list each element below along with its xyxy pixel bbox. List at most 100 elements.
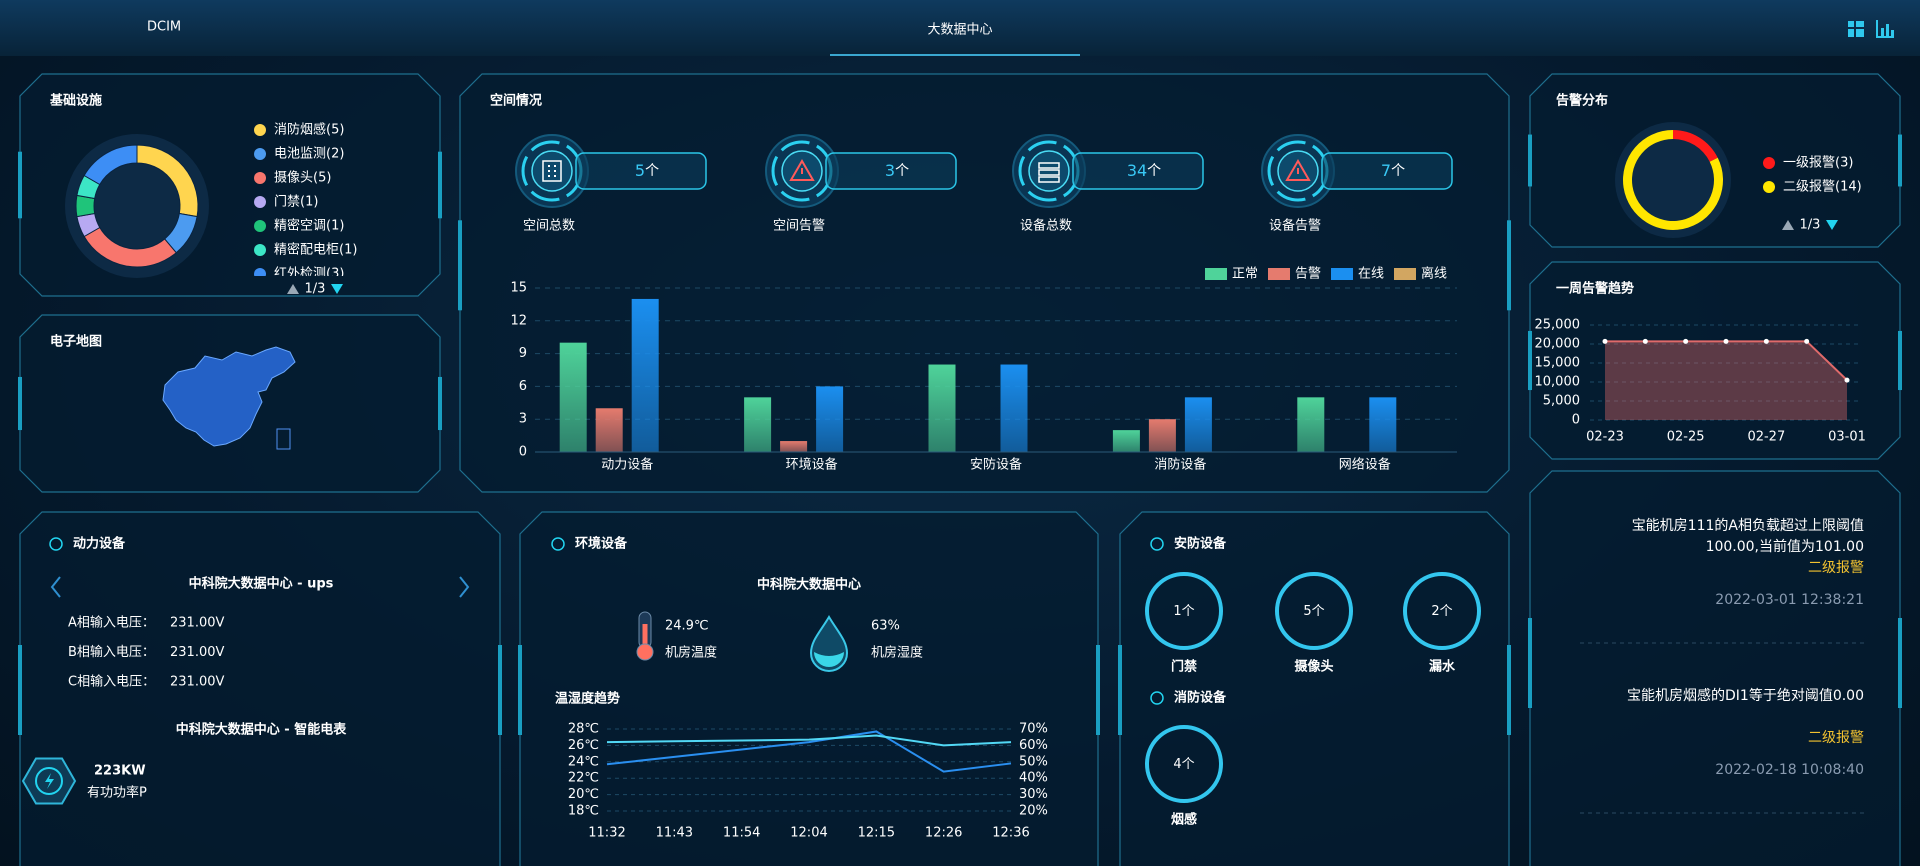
- reading-value: 231.00V: [170, 645, 224, 660]
- data-point: [1683, 338, 1689, 344]
- page-title: 大数据中心: [927, 23, 992, 38]
- x-tick-label: 12:15: [858, 826, 895, 841]
- pager-label: 1/3: [305, 282, 326, 297]
- panel-accent: [1096, 645, 1100, 735]
- chart-icon[interactable]: [1876, 20, 1894, 38]
- legend-swatch: [254, 244, 266, 256]
- stat-core: [531, 150, 573, 192]
- bar: [928, 364, 956, 452]
- y2-tick-label: 20%: [1019, 804, 1048, 819]
- layout-icon[interactable]: [1848, 21, 1864, 37]
- data-point: [1602, 338, 1608, 344]
- bar: [1148, 419, 1176, 452]
- y-tick-label: 0: [1572, 413, 1580, 428]
- legend-swatch: [254, 124, 266, 136]
- legend-swatch: [1394, 268, 1416, 280]
- meter-icon: [35, 767, 63, 795]
- trend-line: [606, 734, 1012, 747]
- y-tick-label: 3: [519, 412, 527, 427]
- bar: [631, 298, 659, 452]
- y2-tick-label: 70%: [1019, 722, 1048, 737]
- pager-prev[interactable]: [1782, 220, 1794, 230]
- stat-unit: 个: [1147, 163, 1161, 179]
- thermometer-icon: [636, 643, 654, 661]
- stat-number: 3: [885, 161, 895, 180]
- server-icon: [1038, 162, 1060, 169]
- y-tick-label: 22℃: [568, 771, 599, 786]
- stat-unit: 个: [1391, 163, 1405, 179]
- alarm-level: 二级报警: [1808, 560, 1864, 576]
- legend-swatch: [254, 220, 266, 232]
- stat-value: 5个: [635, 161, 659, 180]
- y-tick-label: 20℃: [568, 787, 599, 802]
- count-value: 5个: [1303, 604, 1324, 619]
- panel-accent: [458, 220, 462, 311]
- stat-number: 7: [1381, 161, 1391, 180]
- legend-label: 正常: [1232, 267, 1258, 282]
- bar: [1000, 364, 1028, 452]
- panel-accent: [18, 376, 22, 431]
- pager-next[interactable]: [331, 284, 343, 294]
- bar: [595, 408, 623, 452]
- donut-legend: 一级报警(3) 二级报警(14): [1763, 155, 1862, 195]
- reading-label: B相输入电压：: [68, 644, 155, 660]
- stat-pill: [575, 152, 707, 190]
- stat-label: 设备总数: [1020, 218, 1072, 234]
- panel-accent: [1507, 645, 1511, 735]
- site-title: 中科院大数据中心: [757, 577, 861, 593]
- legend-swatch: [1331, 268, 1353, 280]
- x-tick-label: 02-23: [1586, 430, 1624, 445]
- panel-title: 告警分布: [1556, 93, 1608, 109]
- y-tick-label: 5,000: [1543, 394, 1580, 409]
- legend-swatch: [1205, 268, 1227, 280]
- bar: [1369, 397, 1397, 452]
- warning-icon: [1285, 159, 1311, 181]
- count-unit: 个: [1440, 604, 1453, 619]
- y2-tick-label: 50%: [1019, 754, 1048, 769]
- y-tick-label: 15: [510, 281, 527, 296]
- stat-pill: [825, 152, 957, 190]
- legend-swatch: [254, 148, 266, 160]
- count-unit: 个: [1312, 604, 1325, 619]
- panel-accent: [1528, 134, 1532, 187]
- x-tick-label: 11:54: [723, 826, 760, 841]
- legend-swatch: [1763, 181, 1775, 193]
- trend-title: 温湿度趋势: [555, 691, 620, 707]
- panel-accent: [438, 151, 442, 219]
- panel-accent: [498, 645, 502, 735]
- y-tick-label: 25,000: [1535, 318, 1581, 333]
- warning-icon: [789, 159, 815, 181]
- panel-accent: [1528, 618, 1532, 708]
- area-fill: [1605, 341, 1847, 420]
- pager-next[interactable]: [1826, 220, 1838, 230]
- panel-accent: [1898, 330, 1902, 391]
- reading-value: 231.00V: [170, 675, 224, 690]
- count-number: 1: [1173, 604, 1181, 619]
- panel-accent: [1898, 618, 1902, 708]
- y-tick-label: 18℃: [568, 804, 599, 819]
- temperature-value: 24.9℃: [665, 619, 709, 634]
- stat-value: 3个: [885, 161, 909, 180]
- carousel-next[interactable]: [459, 576, 470, 598]
- y-tick-label: 9: [519, 346, 527, 361]
- legend-swatch: [254, 172, 266, 184]
- x-tick-label: 安防设备: [970, 457, 1022, 473]
- count-ring: [1145, 572, 1223, 650]
- reading-label: C相输入电压：: [68, 674, 155, 690]
- stat-core: [1028, 150, 1070, 192]
- count-label: 烟感: [1171, 812, 1197, 828]
- stat-number: 34: [1127, 161, 1147, 180]
- panel-title: 安防设备: [1174, 536, 1227, 552]
- carousel-prev[interactable]: [50, 576, 61, 598]
- y-tick-label: 28℃: [568, 722, 599, 737]
- bar: [816, 386, 844, 452]
- brand: DCIM: [147, 20, 181, 35]
- donut-segment: [75, 194, 96, 218]
- pager-prev[interactable]: [287, 284, 299, 294]
- panel-accent: [18, 645, 22, 735]
- count-ring: [1145, 725, 1223, 803]
- stat-unit: 个: [645, 163, 659, 179]
- count-number: 4: [1173, 757, 1181, 772]
- y-tick-label: 10,000: [1535, 375, 1581, 390]
